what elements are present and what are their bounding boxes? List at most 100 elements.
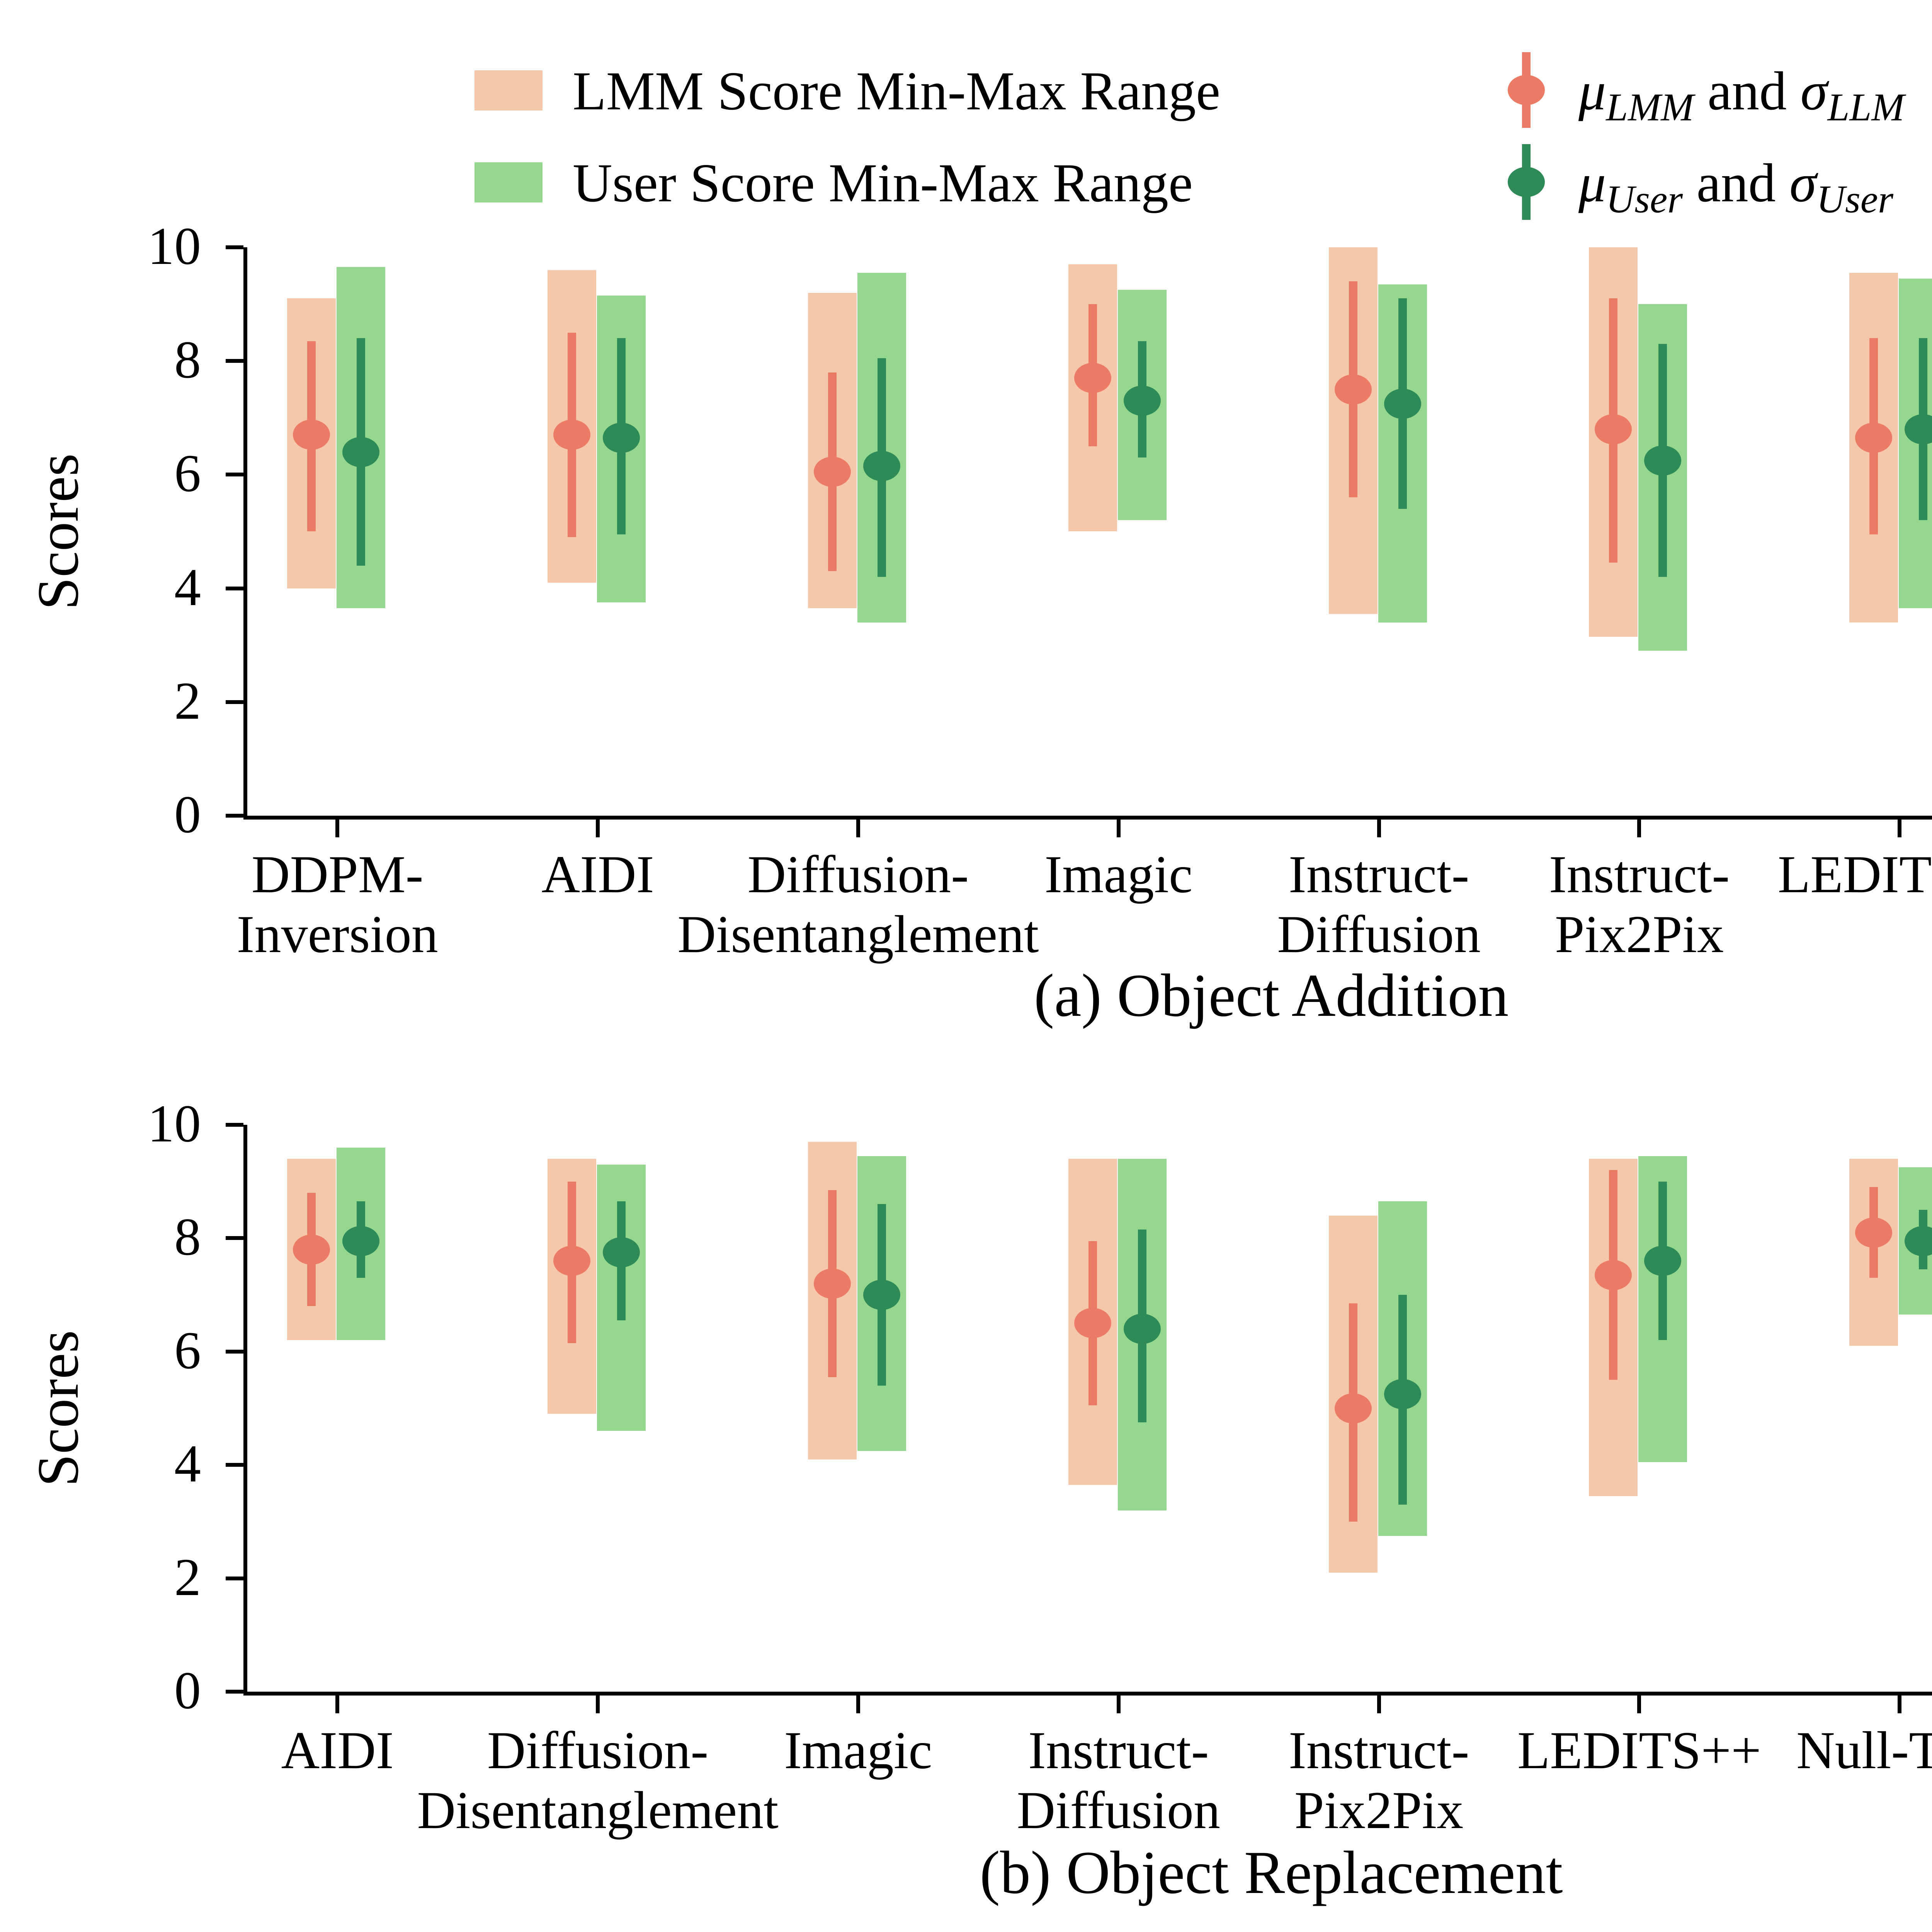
x-tick (856, 1696, 860, 1713)
x-tick (596, 1696, 600, 1713)
x-axis-spine (243, 1692, 1932, 1696)
sigma-symbol: σ (1800, 60, 1828, 121)
y-tick-label: 10 (148, 216, 201, 276)
x-tick-label: Disentanglement (677, 905, 1039, 964)
y-axis-title: Scores (26, 453, 90, 610)
y-tick (226, 700, 243, 704)
mean-dot-user (863, 451, 900, 481)
legend-label-user-stat: μUser and σUser (1578, 154, 1893, 229)
mean-dot-user (1905, 1226, 1932, 1256)
mu-symbol: μ (1578, 60, 1606, 121)
mean-dot-user (1905, 414, 1932, 444)
x-tick (1116, 1696, 1121, 1713)
y-tick (226, 1349, 243, 1354)
mean-dot-user (1644, 1246, 1682, 1276)
x-tick-label: AIDI (541, 845, 654, 904)
y-tick (226, 586, 243, 590)
x-tick (335, 820, 340, 837)
x-tick-label: Instruct- (1549, 845, 1730, 904)
sigma-subscript: LLM (1827, 85, 1905, 129)
legend-label-lmm-stat: μLMM and σLLM (1578, 62, 1904, 137)
y-tick (226, 359, 243, 363)
y-tick (226, 1236, 243, 1240)
mean-dot-lmm (1595, 1260, 1632, 1290)
x-tick-label: Inversion (236, 905, 438, 964)
x-tick (1898, 1696, 1902, 1713)
mean-dot-lmm (1074, 1308, 1111, 1338)
mean-dot-user (342, 437, 380, 467)
mean-dot-user (603, 1237, 640, 1268)
sigma-symbol: σ (1789, 152, 1817, 213)
y-tick-label: 6 (174, 1320, 201, 1380)
y-tick (226, 814, 243, 818)
mean-dot-lmm (1595, 414, 1632, 444)
x-tick (1637, 1696, 1641, 1713)
x-tick (856, 820, 860, 837)
mean-dot-user (1384, 388, 1421, 419)
x-tick (1116, 820, 1121, 837)
mean-dot-lmm (1855, 1217, 1893, 1248)
y-tick (226, 1690, 243, 1694)
legend-swatch-user-range (474, 162, 543, 202)
mean-dot-lmm (1334, 374, 1372, 405)
x-tick-label: DDPM- (251, 845, 423, 904)
x-tick-label: Diffusion- (747, 845, 969, 904)
sigma-subscript: User (1816, 177, 1893, 221)
y-tick-label: 6 (174, 444, 201, 503)
mean-dot-lmm (813, 457, 851, 487)
x-tick-label: AIDI (281, 1721, 394, 1780)
mean-dot-user (1644, 445, 1682, 476)
legend-label-lmm-range: LMM Score Min-Max Range (573, 60, 1221, 121)
x-tick-label: Imagic (784, 1721, 932, 1780)
x-axis-spine (243, 816, 1932, 820)
y-tick-label: 0 (174, 1661, 201, 1720)
mean-dot-lmm (553, 1246, 591, 1276)
mean-dot-lmm (553, 420, 591, 450)
legend-mean-dot-user (1508, 167, 1545, 197)
mean-dot-user (1384, 1379, 1421, 1409)
mean-dot-user (1123, 1314, 1161, 1344)
x-tick-label: LEDITS++ (1517, 1721, 1761, 1780)
mean-dot-lmm (813, 1268, 851, 1299)
x-tick (1637, 820, 1641, 837)
y-tick (226, 473, 243, 477)
panel-caption: (a) Object Addition (1034, 962, 1509, 1029)
x-tick (1377, 1696, 1381, 1713)
y-tick-label: 4 (174, 1434, 201, 1493)
legend-swatch-lmm-range (474, 70, 543, 111)
y-tick-label: 4 (174, 557, 201, 617)
y-tick-label: 8 (174, 1207, 201, 1267)
x-tick-label: Diffusion- (487, 1721, 709, 1780)
x-tick-label: Instruct- (1288, 1721, 1469, 1780)
y-tick (226, 1463, 243, 1467)
mean-dot-lmm (1855, 422, 1893, 453)
y-tick (226, 1576, 243, 1580)
x-tick-label: LEDITS++ (1777, 845, 1932, 904)
legend-mean-dot-lmm (1508, 75, 1545, 105)
mu-subscript: LMM (1606, 85, 1694, 129)
mean-dot-user (603, 422, 640, 453)
x-tick (1377, 820, 1381, 837)
y-tick-label: 8 (174, 330, 201, 389)
conjunction-text: and (1683, 152, 1790, 213)
x-tick-label: Imagic (1044, 845, 1193, 904)
mu-symbol: μ (1578, 152, 1606, 213)
conjunction-text: and (1694, 60, 1801, 121)
mean-dot-lmm (1334, 1393, 1372, 1423)
mu-subscript: User (1606, 177, 1683, 221)
y-tick-label: 0 (174, 785, 201, 844)
mean-dot-lmm (293, 1234, 330, 1265)
y-axis-spine (243, 1125, 247, 1696)
x-tick (596, 820, 600, 837)
y-axis-spine (243, 247, 247, 820)
x-tick (1898, 820, 1902, 837)
y-tick (226, 1123, 243, 1127)
x-tick (335, 1696, 340, 1713)
y-tick (226, 245, 243, 249)
legend-label-user-range: User Score Min-Max Range (573, 152, 1193, 213)
x-tick-label: Pix2Pix (1554, 905, 1724, 964)
x-tick-label: Disentanglement (417, 1781, 779, 1840)
y-tick-label: 2 (174, 671, 201, 730)
y-tick-label: 10 (148, 1094, 201, 1153)
